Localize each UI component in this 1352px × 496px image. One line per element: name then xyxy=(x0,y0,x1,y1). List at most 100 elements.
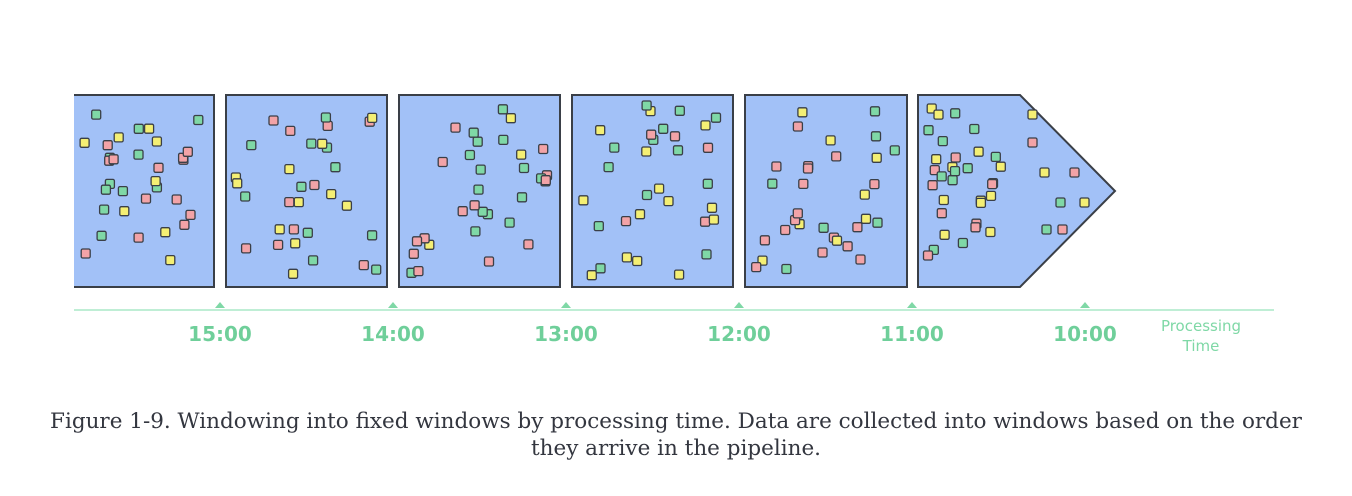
datum-square xyxy=(852,222,863,233)
datum-square xyxy=(969,123,980,135)
datum-square xyxy=(674,105,685,116)
axis-title-line2: Time xyxy=(1182,337,1220,355)
datum-square xyxy=(578,195,589,206)
datum-square xyxy=(1069,167,1080,178)
datum-square xyxy=(936,208,947,219)
datum-square xyxy=(620,215,632,227)
datum-square xyxy=(302,227,313,238)
datum-square xyxy=(140,193,152,204)
datum-square xyxy=(818,222,829,233)
datum-square xyxy=(133,232,144,243)
datum-square xyxy=(923,125,934,136)
datum-square xyxy=(516,192,528,203)
axis-title-line1: Processing xyxy=(1161,317,1241,335)
datum-square xyxy=(284,163,295,175)
datum-square xyxy=(950,152,961,163)
datum-square xyxy=(831,235,843,246)
datum-square xyxy=(1079,197,1090,208)
datum-square xyxy=(669,131,681,142)
datum-square xyxy=(358,259,369,271)
datum-square xyxy=(185,209,196,221)
datum-square xyxy=(831,151,842,162)
datum-square xyxy=(702,178,713,189)
datum-square xyxy=(538,143,549,155)
datum-square xyxy=(193,114,204,126)
datum-square xyxy=(1041,224,1052,235)
datum-square xyxy=(797,107,808,118)
datum-square xyxy=(498,134,509,146)
datum-square xyxy=(871,152,882,163)
datum-square xyxy=(326,188,337,200)
datum-square xyxy=(658,123,669,134)
datum-square xyxy=(274,224,285,235)
datum-square xyxy=(603,161,614,173)
datum-square xyxy=(133,149,144,160)
datum-square xyxy=(477,206,488,217)
datum-square xyxy=(673,269,685,280)
datum-square xyxy=(119,206,130,217)
datum-square xyxy=(464,149,476,161)
datum-square xyxy=(771,161,782,172)
datum-square xyxy=(171,194,182,205)
datum-square xyxy=(497,104,509,115)
datum-square xyxy=(985,226,996,238)
datum-square xyxy=(96,230,107,241)
datum-square xyxy=(1057,224,1068,235)
datum-square xyxy=(469,200,480,211)
datum-square xyxy=(922,250,934,261)
datum-square xyxy=(632,255,643,267)
datum-square xyxy=(933,109,944,120)
datum-square xyxy=(950,108,961,119)
datum-square xyxy=(457,206,468,217)
datum-square xyxy=(641,100,652,111)
datum-square xyxy=(970,222,981,233)
datum-square xyxy=(751,261,762,273)
datum-square xyxy=(468,127,479,138)
datum-square xyxy=(268,115,279,126)
datum-square xyxy=(1027,137,1038,148)
datum-square xyxy=(987,178,998,190)
datum-square xyxy=(143,123,155,134)
tick-label-15: 15:00 xyxy=(188,322,252,346)
tick-label-13: 13:00 xyxy=(534,322,598,346)
datum-square xyxy=(320,112,332,123)
datum-square xyxy=(1055,197,1066,208)
datum-square xyxy=(408,248,419,259)
datum-square xyxy=(860,213,872,224)
datum-square xyxy=(842,241,853,252)
datum-square xyxy=(151,136,163,147)
datum-square xyxy=(939,229,950,240)
datum-square xyxy=(710,112,722,123)
datum-square xyxy=(985,190,997,202)
datum-square xyxy=(322,120,333,132)
processing-time-axis: 15:00 14:00 13:00 12:00 11:00 10:00 Proc… xyxy=(74,302,1274,355)
datum-square xyxy=(306,138,317,149)
datum-square xyxy=(646,129,657,140)
datum-square xyxy=(483,256,495,267)
datum-square xyxy=(98,204,110,215)
datum-square xyxy=(411,236,423,247)
datum-square xyxy=(931,154,942,165)
datum-square xyxy=(160,227,171,238)
tick-marker-14 xyxy=(388,302,398,308)
datum-square xyxy=(1027,109,1038,120)
datum-square xyxy=(413,265,424,277)
datum-square xyxy=(663,195,674,207)
datum-square xyxy=(780,224,791,236)
datum-square xyxy=(700,120,711,131)
tick-marker-13 xyxy=(561,302,571,308)
datum-square xyxy=(240,243,252,254)
datum-square xyxy=(699,216,711,227)
datum-square xyxy=(702,142,714,153)
datum-square xyxy=(504,217,515,228)
datum-square xyxy=(653,183,665,194)
datum-square xyxy=(957,237,969,249)
datum-square xyxy=(246,139,257,151)
datum-square xyxy=(518,162,530,174)
datum-square xyxy=(641,189,653,201)
datum-square xyxy=(113,132,124,143)
datum-square xyxy=(609,142,620,153)
datum-square xyxy=(516,149,527,160)
datum-square xyxy=(802,163,814,174)
datum-square xyxy=(975,197,987,209)
